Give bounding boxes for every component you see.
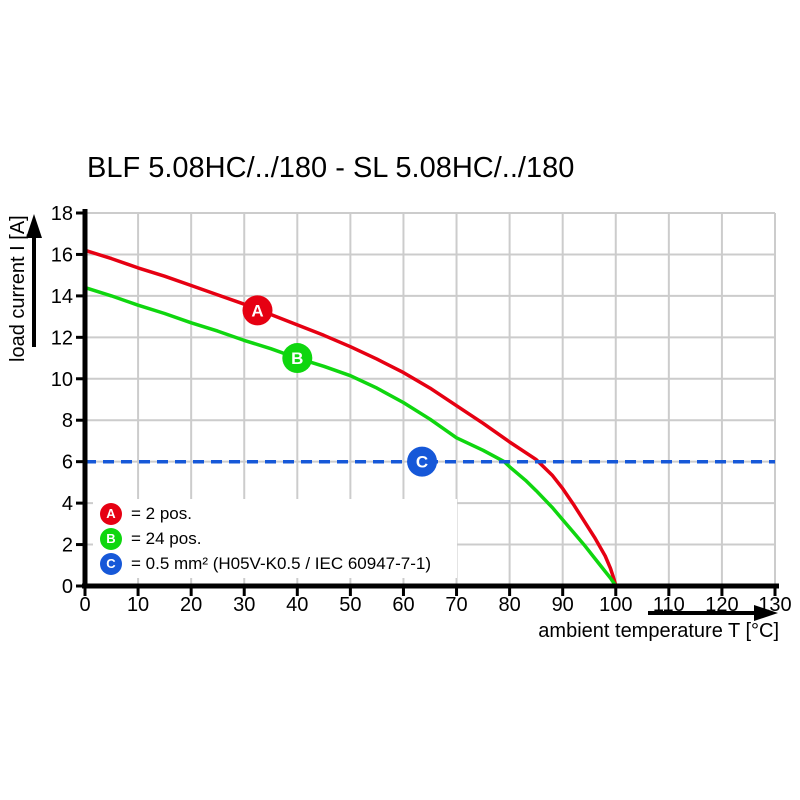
y-tick-label: 16	[51, 244, 73, 266]
y-tick-label: 4	[62, 493, 73, 515]
y-tick-label: 6	[62, 452, 73, 474]
y-axis-arrowhead-icon	[26, 214, 42, 238]
chart-title: BLF 5.08HC/../180 - SL 5.08HC/../180	[87, 152, 575, 184]
x-tick-label: 0	[79, 594, 90, 616]
y-tick-label: 0	[62, 576, 73, 598]
marker-A-icon	[242, 295, 273, 326]
x-tick-label: 10	[127, 594, 149, 616]
x-tick-label: 70	[445, 594, 467, 616]
x-axis-label: ambient temperature T [°C]	[538, 620, 779, 642]
x-tick-label: 80	[498, 594, 520, 616]
legend-item-b: B = 24 pos.	[93, 526, 457, 551]
marker-C-letter: C	[416, 453, 428, 472]
x-tick-label: 90	[552, 594, 574, 616]
y-tick-label: 12	[51, 327, 73, 349]
marker-A-letter: A	[251, 301, 263, 320]
x-tick-label: 20	[180, 594, 202, 616]
legend-item-a: A = 2 pos.	[93, 501, 457, 526]
legend: A = 2 pos. B = 24 pos. C = 0.5 mm² (H05V…	[93, 499, 457, 578]
y-tick-label: 2	[62, 535, 73, 557]
x-tick-label: 120	[705, 594, 738, 616]
series-B-line	[84, 285, 618, 587]
x-tick-label: 40	[286, 594, 308, 616]
x-tick-label: 100	[599, 594, 632, 616]
x-axis-arrowhead-icon	[754, 605, 778, 621]
x-tick-label: 30	[233, 594, 255, 616]
y-tick-label: 8	[62, 410, 73, 432]
marker-B-icon	[282, 343, 313, 374]
legend-label-a: = 2 pos.	[131, 503, 192, 523]
x-tick-label: 110	[653, 594, 685, 616]
y-tick-label: 14	[51, 286, 73, 308]
marker-B-letter: B	[291, 349, 303, 368]
y-tick-label: 18	[51, 203, 73, 225]
series-A-line	[84, 248, 618, 587]
legend-item-c: C = 0.5 mm² (H05V-K0.5 / IEC 60947-7-1)	[93, 551, 457, 576]
y-axis-label: load current I [A]	[7, 215, 29, 362]
legend-dot-b-icon: B	[100, 527, 122, 550]
x-tick-label: 60	[392, 594, 414, 616]
marker-C-icon	[407, 446, 438, 477]
legend-dot-a-icon: A	[100, 502, 122, 525]
legend-label-b: = 24 pos.	[131, 528, 202, 548]
legend-label-c: = 0.5 mm² (H05V-K0.5 / IEC 60947-7-1)	[131, 553, 431, 573]
x-tick-label: 50	[339, 594, 361, 616]
legend-dot-c-icon: C	[100, 552, 122, 575]
y-tick-label: 10	[51, 369, 73, 391]
